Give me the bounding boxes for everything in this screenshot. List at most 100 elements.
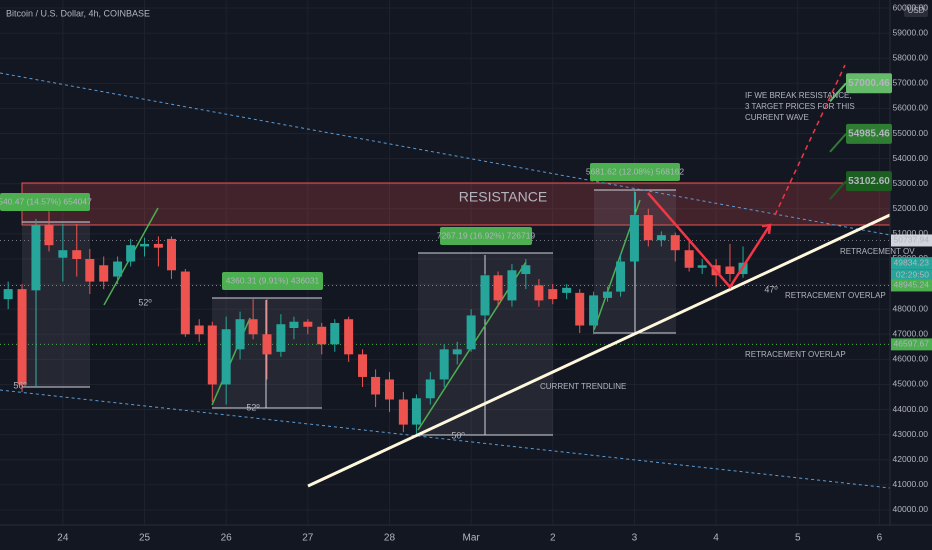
candle-body [575,292,585,326]
candle-body [521,265,531,275]
candle-body [221,329,231,385]
price-tag-label: 49834.23 [894,257,930,267]
candle-body [439,349,449,380]
candle-body [140,243,150,247]
x-tick-label: 24 [57,533,69,544]
x-tick-label: 2 [550,533,556,544]
measure-label-box [440,227,532,245]
note: RETRACEMENT OVERLAP [785,291,886,300]
candle-body [3,289,13,300]
x-tick-label: 26 [221,533,233,544]
candle-body [276,324,286,352]
y-tick-label: 43000.00 [893,429,929,439]
note: CURRENT TRENDLINE [540,382,626,391]
y-tick-label: 48000.00 [893,303,929,313]
note: 3 TARGET PRICES FOR THIS [745,102,855,111]
candle-body [126,245,136,262]
target-label: 57000.46 [848,78,890,89]
candle-body [643,215,653,241]
countdown: 02:29:50 [896,269,929,279]
candle-body [725,266,735,275]
candle-body [44,225,54,246]
target-callout [829,82,847,102]
candle-body [684,250,694,268]
candle-body [507,270,517,301]
candle-body [85,258,95,282]
target-box [846,73,892,94]
target-box [846,171,892,192]
candle-body [330,322,340,345]
measure-label-box [0,193,90,211]
candle-body [548,289,558,300]
x-tick-label: 4 [713,533,719,544]
y-tick-label: 54000.00 [893,153,929,163]
angle-label: 52º [138,297,152,307]
candle-body [371,376,381,395]
candle-body [384,379,394,400]
y-tick-label: 56000.00 [893,103,929,113]
y-tick-label: 55000.00 [893,128,929,138]
y-tick-label: 44000.00 [893,404,929,414]
candle-body [670,235,680,251]
channel-bottom [0,389,891,489]
candle-body [697,265,707,268]
candle-body [17,289,27,385]
candle-body [72,250,82,259]
annotations: 57000.46 54985.46 53102.60 RESISTANCE IF WE … [0,73,915,440]
y-tick-label: 53000.00 [893,178,929,188]
zone-label: RESISTANCE [459,189,547,205]
candle-body [589,295,599,326]
measure-label: 5681.62 (12.08%) 568162 [586,166,685,176]
candle-body [180,271,190,335]
x-tick-label: 25 [139,533,151,544]
candle-body [452,349,462,355]
target-callout [829,180,847,200]
countdown-tag [891,269,932,282]
candle-body [629,215,639,262]
candle-body [616,261,626,292]
y-tick-label: 47000.00 [893,329,929,339]
candle-body [411,398,421,425]
candle-body [289,321,299,328]
candle-body [31,225,41,291]
measure-label: 7267.19 (16.92%) 726719 [437,230,536,240]
price-tag [891,257,932,270]
candle-body [194,325,204,335]
candle-body [113,261,123,277]
price-tag [891,279,932,292]
y-tick-label: 52000.00 [893,203,929,213]
angle-label: 56º [13,380,27,390]
angle-label: 47º [764,284,778,294]
candle-body [466,315,476,350]
angle-label: 52º [246,402,260,412]
y-tick-label: 59000.00 [893,27,929,37]
currency: USD [908,6,925,15]
candle-body [153,243,163,248]
measure-label: 540.47 (14.57%) 654047 [0,196,92,206]
price-tag [891,234,932,247]
note: RETRACEMENT OV [840,247,915,256]
channel-top [0,72,891,236]
price-tag-label: 48945.24 [894,280,930,290]
target-box [846,123,892,144]
y-tick-label: 58000.00 [893,52,929,62]
candle-body [602,291,612,298]
measure-label-box [222,272,323,290]
candle-body [398,399,408,425]
y-tick-label: 40000.00 [893,504,929,514]
angle-label: 50º [451,430,465,440]
price-tag-label: 46597.67 [894,339,930,349]
x-tick-label: 27 [302,533,314,544]
x-tick-label: 28 [384,533,396,544]
target-callout [829,133,847,153]
candle-body [534,285,544,301]
measure-label-box [590,163,680,181]
note: CURRENT WAVE [745,113,809,122]
projection [647,192,772,290]
candle-body [58,250,68,258]
candle-body [562,287,572,293]
measure-label: 4360.31 (9.91%) 436031 [226,275,320,285]
x-tick-label: 3 [632,533,638,544]
